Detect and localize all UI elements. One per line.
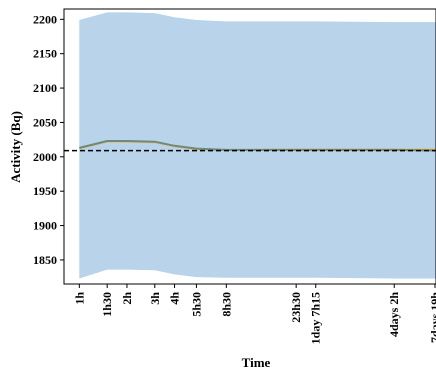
y-tick-label: 2200 <box>33 12 57 26</box>
x-tick-label: 4h <box>168 292 182 305</box>
x-tick-label: 8h30 <box>219 292 233 317</box>
plot-area <box>64 12 436 279</box>
x-tick-label: 7days 19h <box>428 292 436 343</box>
x-tick-label: 2h <box>120 292 134 305</box>
y-tick-label: 1900 <box>33 219 57 233</box>
y-tick-label: 2000 <box>33 150 57 164</box>
uncertainty-band <box>79 12 436 279</box>
x-axis-title: Time <box>242 355 271 370</box>
x-tick-label: 4days 2h <box>387 292 401 337</box>
x-tick-label: 1h30 <box>100 292 114 317</box>
y-tick-label: 2100 <box>33 81 57 95</box>
y-tick-label: 1850 <box>33 253 57 267</box>
y-axis-title: Activity (Bq) <box>8 111 23 183</box>
x-tick-label: 1h <box>72 292 86 305</box>
x-tick-label: 23h30 <box>289 292 303 323</box>
y-axis: 1850 1900 1950 2000 2050 2100 2150 2200 <box>33 12 64 267</box>
x-axis: 1h 1h30 2h 3h 4h 5h30 8h30 23h30 1day 7h15 4days … <box>72 284 436 344</box>
y-tick-label: 2050 <box>33 115 57 129</box>
series-line-1 <box>79 140 436 152</box>
x-tick-label: 3h <box>148 292 162 305</box>
x-tick-label: 5h30 <box>189 292 203 317</box>
y-tick-label: 2150 <box>33 47 57 61</box>
y-tick-label: 1950 <box>33 184 57 198</box>
plot-frame <box>63 8 436 285</box>
x-tick-label: 1day 7h15 <box>309 292 323 344</box>
